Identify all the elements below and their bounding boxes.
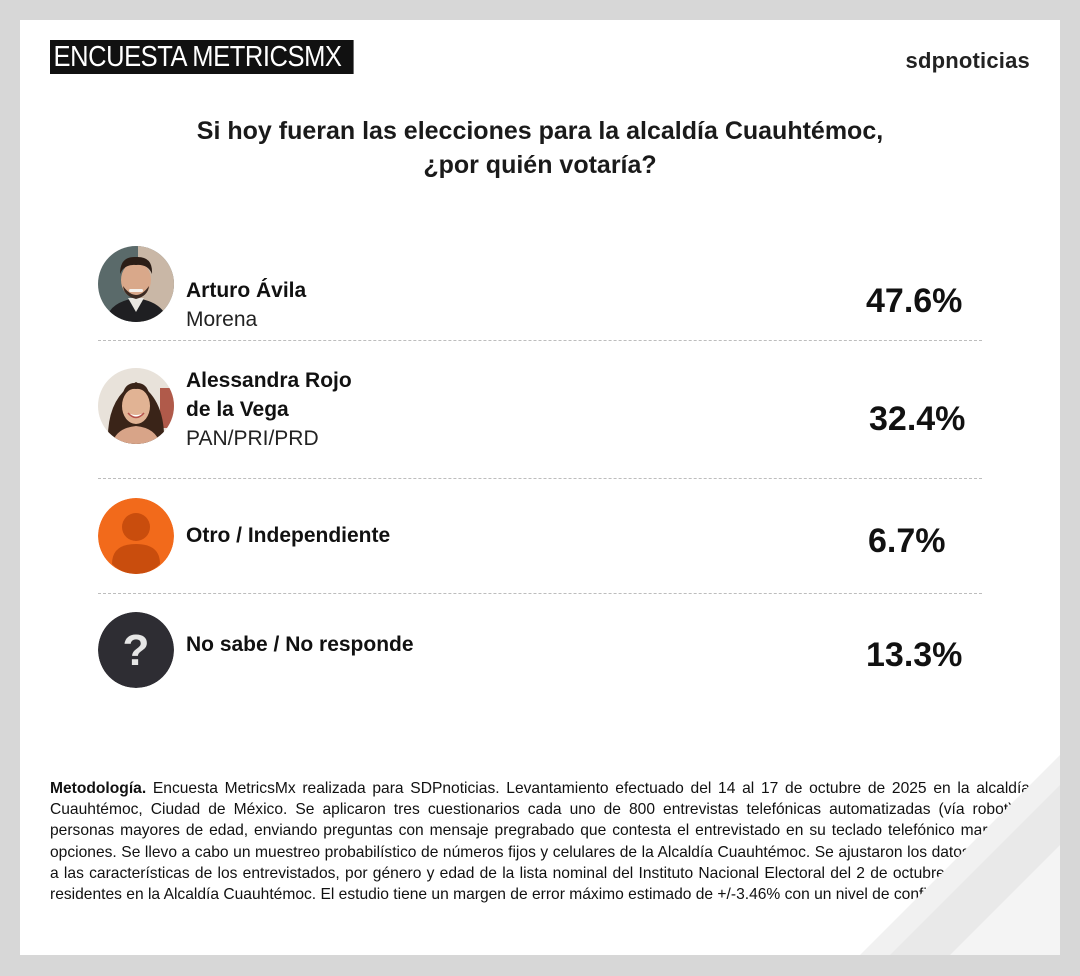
person-photo-icon <box>98 246 174 322</box>
survey-brand-label: ENCUESTA METRICSMX <box>50 40 354 74</box>
candidate-row: ? No sabe / No responde 13.3% <box>98 612 982 692</box>
vote-percentage: 47.6% <box>866 282 963 320</box>
row-divider <box>98 478 982 479</box>
methodology-label: Metodología. <box>50 780 147 797</box>
methodology-text: Encuesta MetricsMx realizada para SDPnot… <box>50 780 1030 904</box>
option-label: No sabe / No responde <box>186 633 414 656</box>
vote-percentage: 6.7% <box>868 522 946 560</box>
option-label: Otro / Independiente <box>186 524 391 547</box>
poll-question: Si hoy fueran las elecciones para la alc… <box>20 114 1060 182</box>
candidate-party: Morena <box>186 308 258 331</box>
vote-percentage: 32.4% <box>869 400 966 438</box>
candidate-name: Alessandra Rojo <box>186 369 352 392</box>
candidate-party: PAN/PRI/PRD <box>186 427 319 450</box>
poll-question-line1: Si hoy fueran las elecciones para la alc… <box>196 117 884 145</box>
methodology-note: Metodología. Encuesta MetricsMx realizad… <box>50 778 1030 905</box>
person-silhouette-icon <box>98 498 174 574</box>
vote-percentage: 13.3% <box>866 636 963 674</box>
candidate-name: Arturo Ávila <box>186 279 307 302</box>
candidate-name-continued: de la Vega <box>186 398 289 421</box>
sdpnoticias-logo: sdpnoticias <box>905 48 1030 73</box>
row-divider <box>98 340 982 341</box>
svg-text:?: ? <box>123 626 150 675</box>
corner-decoration <box>860 755 1060 955</box>
question-mark-icon: ? <box>98 612 174 688</box>
candidate-row: Otro / Independiente 6.7% <box>98 498 982 578</box>
poll-question-line2: ¿por quién votaría? <box>423 151 657 179</box>
row-divider <box>98 593 982 594</box>
candidate-row: Alessandra Rojo de la Vega PAN/PRI/PRD 3… <box>98 366 982 466</box>
poll-card: ENCUESTA METRICSMX sdpnoticias Si hoy fu… <box>20 20 1060 955</box>
candidate-row: Arturo Ávila Morena 47.6% <box>98 246 982 331</box>
person-photo-icon <box>98 368 174 444</box>
